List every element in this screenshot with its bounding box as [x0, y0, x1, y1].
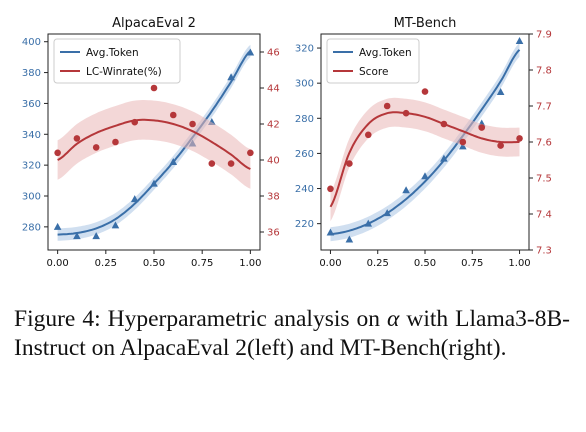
- panel-2-x-tick-label-2: 0.50: [414, 258, 436, 269]
- panel-2-title: MT-Bench: [394, 16, 457, 31]
- panel-2-left-tick-label-5: 320: [295, 44, 314, 55]
- panel-1-left-tick-label-0: 280: [22, 222, 41, 233]
- panel-1-right-tick-label-4: 44: [267, 84, 280, 95]
- panel-1-x-tick-label-0: 0.00: [47, 258, 69, 269]
- panel-1-right-tick-label-3: 42: [267, 120, 280, 131]
- panel-1-series-2-point-9: [227, 160, 235, 167]
- panel-2-legend-label-1: Avg.Token: [359, 47, 412, 59]
- panel-2-series-1-point-9: [496, 87, 505, 95]
- panel-1-left-tick-label-4: 360: [22, 99, 41, 110]
- panel-2-series-1-point-7: [459, 142, 467, 150]
- panel-1-left-tick-label-2: 320: [22, 161, 41, 172]
- panel-2-series-2-point-1: [346, 160, 353, 167]
- panel-2-series-2-point-2: [364, 131, 372, 139]
- panel-2-left-tick-label-0: 220: [295, 219, 314, 230]
- panel-1-series-1-point-5: [150, 179, 158, 187]
- panel-1-legend-box: [53, 38, 181, 84]
- panel-2-series-1-point-10: [515, 37, 524, 45]
- panel-1-series-2-point-5: [150, 84, 158, 92]
- panel-2-series-2-confidence-band: [330, 97, 520, 222]
- panel-2-series-1-point-1: [345, 235, 354, 243]
- panel-1-right-tick-label-2: 40: [267, 156, 280, 167]
- caption-label: Figure 4:: [14, 306, 101, 332]
- panel-2-x-tick-label-1: 0.25: [367, 258, 389, 269]
- panel-2-series-2-point-4: [402, 109, 410, 117]
- panel-1-right-tick-label-1: 38: [267, 192, 280, 203]
- panel-1-series-1-point-2: [92, 232, 100, 240]
- panel-2-left-tick-label-2: 260: [295, 149, 314, 160]
- panel-2-right-tick-label-2: 7.5: [536, 174, 552, 185]
- panel-2-right-tick-label-5: 7.8: [536, 66, 552, 77]
- panel-1-series-2-fit-line: [57, 118, 251, 170]
- panel-2-left-tick-label-3: 280: [295, 114, 314, 125]
- panel-2-series-1-point-3: [383, 209, 391, 217]
- panel-2-series-1-point-4: [402, 186, 410, 194]
- panel-1-series-1-point-3: [111, 221, 120, 229]
- panel-1-series-2-point-2: [92, 144, 100, 151]
- panel-1-series-1-point-0: [53, 222, 62, 230]
- panel-1-title: AlpacaEval 2: [112, 16, 196, 31]
- panel-1-x-tick-label-4: 1.00: [239, 258, 261, 269]
- panel-1-x-tick-label-3: 0.75: [191, 258, 213, 269]
- figure-caption: Figure 4: Hyperparametric analysis on α …: [14, 305, 570, 364]
- panel-1-series-1-point-6: [169, 158, 178, 166]
- panel-2-series-2-point-7: [459, 138, 467, 146]
- panel-2-right-tick-label-1: 7.4: [536, 210, 552, 221]
- panel-2-right-tick-label-4: 7.7: [536, 102, 552, 113]
- panel-2-left-tick-label-4: 300: [295, 79, 314, 90]
- panel-2-series-2-point-0: [327, 185, 334, 193]
- panel-2-right-tick-label-0: 7.3: [536, 246, 552, 257]
- panel-1-left-tick-label-5: 380: [22, 68, 41, 79]
- panel-1-series-1-point-9: [227, 73, 235, 81]
- panel-1-right-tick-label-5: 46: [267, 48, 280, 59]
- panel-1-right-tick-label-0: 36: [267, 228, 280, 239]
- panel-2-series-1-point-0: [326, 228, 335, 236]
- panel-2-series-1-point-2: [364, 219, 373, 227]
- panel-2-series-2-point-5: [421, 88, 429, 95]
- panel-1-x-tick-label-2: 0.50: [143, 258, 165, 269]
- panel-1-left-tick-label-6: 400: [22, 37, 41, 48]
- caption-text-end: with Llama3-8B-Instruct on AlpacaEval 2(…: [14, 306, 570, 362]
- panel-1-x-tick-label-1: 0.25: [95, 258, 117, 269]
- panel-2-series-1-point-5: [421, 172, 429, 180]
- panel-1-left-tick-label-3: 340: [22, 130, 41, 141]
- panel-1-series-2-point-1: [73, 135, 81, 142]
- panel-2-series-2-point-8: [478, 124, 486, 131]
- panel-1-legend-label-1: Avg.Token: [86, 47, 139, 59]
- panel-2-x-tick-label-0: 0.00: [319, 258, 341, 269]
- panel-1-series-1-point-1: [73, 232, 81, 240]
- panel-1-series-2-point-0: [54, 149, 61, 157]
- panel-2-legend-label-2: Score: [359, 66, 388, 78]
- panel-2-series-2-point-9: [497, 142, 504, 149]
- panel-2-right-tick-label-6: 7.9: [536, 30, 552, 41]
- panel-1-series-2-confidence-band: [57, 100, 251, 189]
- panel-2-left-tick-label-1: 240: [295, 184, 314, 195]
- caption-text-start: Hyperparametric analysis on: [107, 306, 381, 332]
- panel-1-series-2-point-4: [131, 118, 139, 126]
- panel-1-legend-label-2: LC-Winrate(%): [86, 66, 162, 78]
- panel-1-series-2-point-7: [189, 120, 196, 128]
- panel-2-series-2-point-3: [383, 102, 391, 110]
- panel-1-series-2-point-3: [112, 138, 119, 146]
- panel-2-series-2-point-6: [440, 120, 448, 128]
- panel-1-series-2-point-6: [169, 111, 177, 119]
- panel-2-series-1-fit-line: [330, 49, 521, 236]
- panel-2-right-tick-label-3: 7.6: [536, 138, 552, 149]
- panel-2-series-2-fit-line: [329, 111, 520, 208]
- panel-2-x-tick-label-3: 0.75: [461, 258, 483, 269]
- panel-2-series-1-point-6: [440, 154, 448, 162]
- panel-2-series-2-point-10: [516, 135, 523, 142]
- panel-1-series-2-point-8: [208, 160, 216, 167]
- panel-2-x-tick-label-4: 1.00: [508, 258, 530, 269]
- panel-1-series-2-point-10: [247, 149, 254, 157]
- figure: AlpacaEval 2 0.00 0.25 0.50 0.75 1.00 280 300 32…: [22, 16, 552, 269]
- panel-1-series-1-point-4: [130, 195, 139, 203]
- panel-1-series-1-point-10: [246, 48, 255, 56]
- panel-1-left-tick-label-1: 300: [22, 192, 41, 203]
- caption-alpha-symbol: α: [387, 306, 400, 332]
